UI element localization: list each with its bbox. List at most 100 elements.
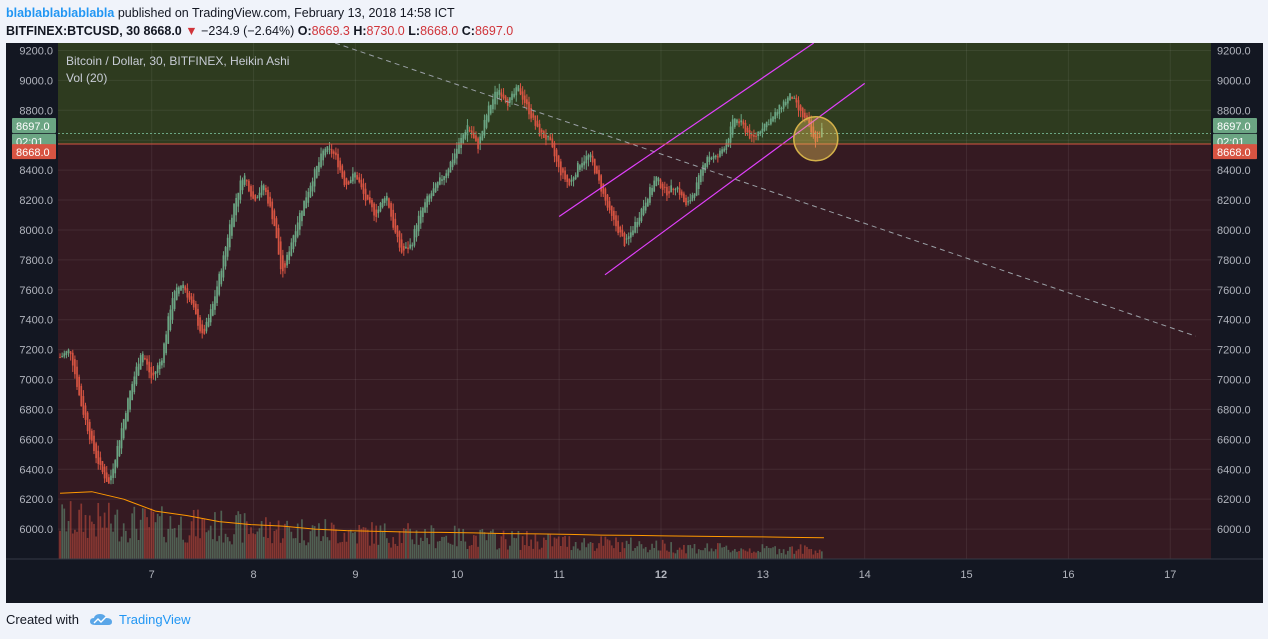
volume-bar xyxy=(545,539,547,559)
legend-title: Bitcoin / Dollar, 30, BITFINEX, Heikin A… xyxy=(66,54,289,68)
volume-bar xyxy=(375,525,378,559)
candle-body xyxy=(220,270,223,285)
volume-bar xyxy=(793,553,796,559)
candle-body xyxy=(313,169,316,187)
candle-body xyxy=(405,246,407,249)
trend-line[interactable] xyxy=(334,42,1196,337)
candlesticks xyxy=(59,83,823,485)
candle-body xyxy=(222,255,225,278)
volume-bar xyxy=(309,531,312,559)
candle-body xyxy=(265,187,267,193)
candle-body xyxy=(496,91,499,99)
volume-bar xyxy=(511,531,513,559)
highlight-circle[interactable] xyxy=(793,115,839,162)
volume-bar xyxy=(332,524,335,559)
candle-body xyxy=(381,198,384,208)
candle-body xyxy=(59,357,61,359)
volume-bar xyxy=(322,536,325,559)
volume-bar xyxy=(441,536,443,559)
volume-bar xyxy=(757,550,760,559)
price-chart-svg[interactable]: 9200.09000.08800.08600.08400.08200.08000… xyxy=(6,42,1263,603)
candle-body xyxy=(434,183,437,193)
y-tick-label: 8400.0 xyxy=(19,165,53,177)
volume-bar xyxy=(634,548,636,559)
down-arrow-icon: ▼ xyxy=(185,24,198,38)
candle-body xyxy=(801,108,804,118)
volume-bar xyxy=(736,551,738,559)
time-axis[interactable]: 7 8 9 10 11 12 13 14 15 16 17 xyxy=(6,558,1263,603)
candle-body xyxy=(640,208,643,222)
x-tick-label: 8 xyxy=(250,569,256,581)
volume-bar xyxy=(118,541,121,559)
volume-bar xyxy=(712,551,715,559)
candle-body xyxy=(281,255,284,272)
volume-bar xyxy=(787,550,789,559)
volume-bar xyxy=(702,550,704,559)
candle-body xyxy=(298,212,301,230)
publish-line: blablablablablabla published on TradingV… xyxy=(6,4,513,22)
candle-body xyxy=(674,189,677,191)
candle-body xyxy=(284,263,286,268)
candle-body xyxy=(237,192,240,207)
volume-bar xyxy=(780,552,783,559)
volume-bar xyxy=(489,530,492,559)
candle-body xyxy=(93,435,95,452)
brand-link[interactable]: TradingView xyxy=(85,612,191,627)
candle-body xyxy=(706,157,709,167)
channel-lower-line[interactable] xyxy=(604,82,866,276)
chart-area[interactable]: 9200.09000.08800.08600.08400.08200.08000… xyxy=(6,42,1263,603)
volume-bar xyxy=(226,537,229,559)
candle-body xyxy=(430,193,433,199)
volume-bar xyxy=(791,546,793,559)
candle-body xyxy=(596,166,598,174)
candle-body xyxy=(211,303,214,316)
volume-bar xyxy=(103,512,106,559)
volume-bar xyxy=(430,525,433,559)
volume-bar xyxy=(806,546,808,559)
candle-body xyxy=(630,232,632,238)
candle-body xyxy=(88,421,91,440)
candle-body xyxy=(165,334,167,354)
volume-bar xyxy=(576,548,579,559)
author-name[interactable]: blablablablablabla xyxy=(6,6,115,20)
volume-bar xyxy=(759,552,762,559)
volume-bar xyxy=(86,537,89,559)
candle-body xyxy=(390,203,392,217)
candle-body xyxy=(687,201,689,203)
created-with-text: Created with xyxy=(6,612,79,627)
candle-body xyxy=(517,85,520,92)
candle-body xyxy=(528,101,530,115)
volume-bar xyxy=(152,511,155,559)
volume-bar xyxy=(742,549,745,559)
candle-body xyxy=(583,161,586,166)
candle-body xyxy=(320,153,322,168)
candle-body xyxy=(689,200,692,202)
volume-bar xyxy=(279,542,282,559)
channel-upper-line[interactable] xyxy=(558,42,815,217)
candle-body xyxy=(661,183,664,190)
volume-bar xyxy=(642,548,645,559)
candle-body xyxy=(248,180,250,192)
volume-bar xyxy=(738,551,740,559)
volume-bar xyxy=(141,508,144,559)
candle-body xyxy=(150,367,153,379)
candle-body xyxy=(337,153,339,168)
candle-body xyxy=(797,100,800,111)
volume-bar xyxy=(385,538,388,559)
candle-body xyxy=(262,185,265,191)
volume-bar xyxy=(451,544,454,559)
volume-bar xyxy=(243,513,246,559)
candle-body xyxy=(672,188,675,190)
candle-body xyxy=(194,303,197,315)
candle-body xyxy=(441,179,443,182)
volume-bar xyxy=(156,513,159,559)
candle-body xyxy=(727,138,730,147)
volume-bar xyxy=(630,537,632,559)
volume-bar xyxy=(116,509,119,559)
candle-body xyxy=(591,155,594,163)
volume-bar xyxy=(530,539,532,559)
candle-body xyxy=(146,358,148,365)
volume-bar xyxy=(748,548,751,559)
volume-bar xyxy=(506,549,509,559)
candle-body xyxy=(256,197,259,199)
